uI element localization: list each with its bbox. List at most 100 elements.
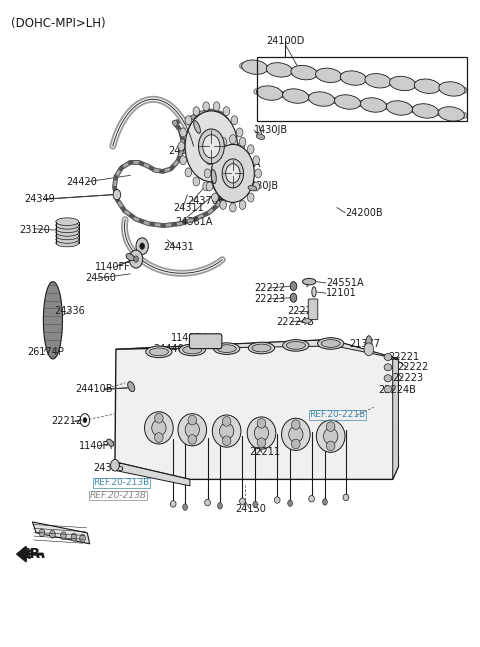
Ellipse shape [365,74,391,88]
Circle shape [193,107,200,116]
Text: 1140FY: 1140FY [171,333,207,344]
Circle shape [231,168,238,177]
Ellipse shape [222,436,231,446]
Ellipse shape [247,417,276,449]
Ellipse shape [107,439,114,446]
Text: REF.20-213B: REF.20-213B [93,478,149,487]
Circle shape [213,182,220,191]
Text: 1430JB: 1430JB [245,181,279,191]
Circle shape [239,201,246,210]
Circle shape [185,168,192,177]
Circle shape [80,534,85,542]
Text: 24311: 24311 [173,203,204,213]
Ellipse shape [56,239,79,247]
Text: 24410B: 24410B [75,384,113,394]
Ellipse shape [144,411,173,444]
Circle shape [290,293,297,302]
Circle shape [220,201,227,210]
Circle shape [180,128,186,137]
Circle shape [71,533,77,541]
Circle shape [60,532,66,540]
Circle shape [49,531,55,538]
Polygon shape [115,462,190,486]
Circle shape [222,159,243,188]
Ellipse shape [56,221,79,229]
Ellipse shape [291,420,300,430]
Text: 12101: 12101 [326,288,357,298]
Text: 24551A: 24551A [326,278,363,288]
Text: 24370B: 24370B [188,196,225,206]
Ellipse shape [414,79,440,93]
Text: 22212: 22212 [51,417,83,426]
Ellipse shape [254,425,269,441]
Circle shape [83,417,87,422]
Text: 21377: 21377 [349,339,380,349]
Ellipse shape [194,121,200,133]
Circle shape [133,256,138,262]
Polygon shape [43,281,62,359]
Ellipse shape [309,496,314,502]
Ellipse shape [155,433,163,443]
Ellipse shape [257,419,266,428]
Circle shape [229,135,236,144]
Ellipse shape [56,218,79,226]
Circle shape [185,111,238,182]
Ellipse shape [211,170,216,184]
Ellipse shape [275,497,280,503]
Circle shape [231,116,238,125]
Ellipse shape [56,236,79,243]
Ellipse shape [178,413,206,446]
Circle shape [193,177,200,186]
Ellipse shape [179,344,205,356]
Ellipse shape [412,104,438,118]
Ellipse shape [326,441,335,451]
Text: 24200B: 24200B [345,208,383,217]
Ellipse shape [170,501,176,507]
Text: FR.: FR. [21,547,46,561]
Circle shape [206,156,213,165]
Text: 24349: 24349 [24,194,55,204]
Circle shape [288,500,292,507]
Text: 1140FF: 1140FF [96,263,131,272]
Text: 22221: 22221 [288,305,319,316]
Text: (DOHC-MPI>LH): (DOHC-MPI>LH) [11,17,106,30]
Circle shape [212,145,218,154]
Text: 26174P: 26174P [28,347,64,358]
Circle shape [223,177,230,186]
Ellipse shape [386,101,412,115]
Ellipse shape [326,422,335,432]
Ellipse shape [241,60,268,74]
Ellipse shape [288,426,303,443]
Circle shape [236,128,243,137]
Ellipse shape [212,415,241,447]
Polygon shape [33,522,90,544]
Ellipse shape [257,86,283,100]
Ellipse shape [56,225,79,233]
Circle shape [183,504,188,510]
Ellipse shape [312,287,316,297]
Text: 24431: 24431 [164,243,194,252]
Text: 24336: 24336 [54,305,84,316]
Circle shape [180,156,186,165]
Circle shape [213,102,220,111]
Text: 22223: 22223 [393,373,424,383]
Circle shape [136,238,148,254]
Ellipse shape [316,420,345,452]
Ellipse shape [321,340,340,347]
Ellipse shape [384,364,392,371]
Ellipse shape [183,346,202,354]
Text: REF.20-213B: REF.20-213B [90,491,147,500]
Ellipse shape [219,423,234,439]
Text: 22223: 22223 [254,294,286,304]
Ellipse shape [214,343,240,355]
Ellipse shape [126,254,134,261]
Circle shape [204,169,211,178]
Circle shape [212,193,218,202]
Ellipse shape [366,336,372,350]
Circle shape [229,203,236,212]
Circle shape [290,281,297,291]
Circle shape [129,250,143,268]
Text: REF.20-221B: REF.20-221B [309,410,365,419]
Ellipse shape [315,68,342,83]
Ellipse shape [283,340,309,351]
